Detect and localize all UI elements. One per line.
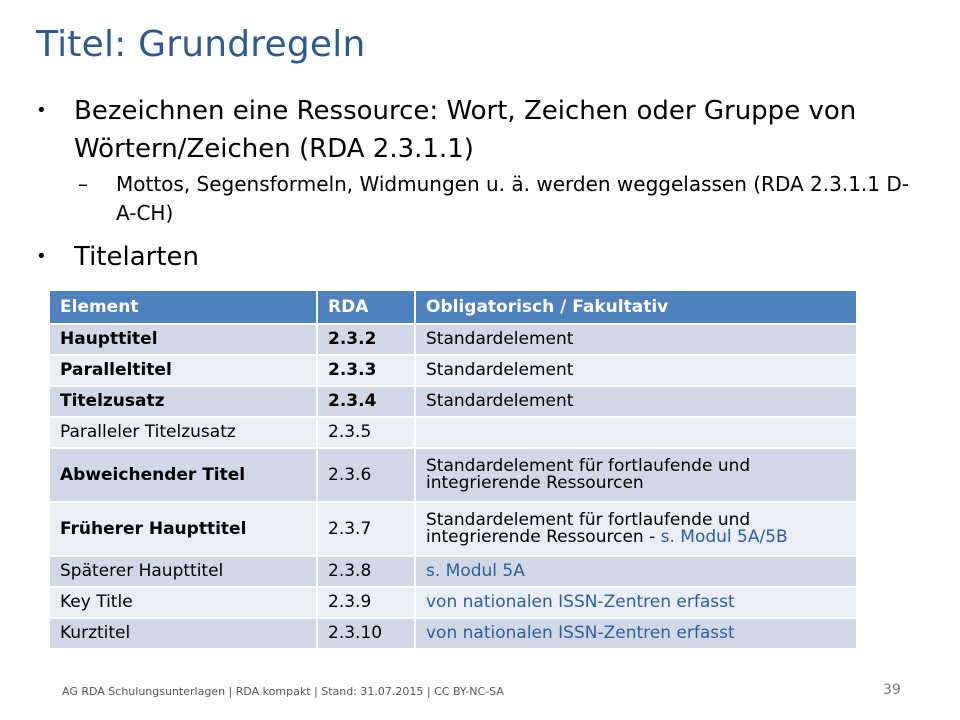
cell-obligation: Standardelement für fortlaufende und int… (414, 447, 858, 503)
cell-obligation: Standardelement (414, 323, 858, 356)
page-number: 39 (883, 682, 901, 698)
cell-obligation: Standardelement für fortlaufende und int… (414, 501, 858, 557)
obligation-reference: s. Modul 5A/5B (660, 527, 788, 547)
cell-rda: 2.3.2 (316, 323, 416, 356)
cell-element: Key Title (48, 586, 318, 619)
table-row: Späterer Haupttitel 2.3.8 s. Modul 5A (48, 555, 858, 588)
cell-rda: 2.3.9 (316, 586, 416, 619)
cell-element: Titelzusatz (48, 385, 318, 418)
bullet-item: • Bezeichnen eine Ressource: Wort, Zeich… (36, 92, 926, 168)
cell-rda: 2.3.8 (316, 555, 416, 588)
header-rda: RDA (316, 289, 416, 325)
header-obligation: Obligatorisch / Fakultativ (414, 289, 858, 325)
cell-obligation: Standardelement (414, 354, 858, 387)
title-types-table: Element RDA Obligatorisch / Fakultativ H… (48, 289, 858, 650)
table-row: Abweichender Titel 2.3.6 Standardelement f… (48, 447, 858, 503)
table-row: Haupttitel 2.3.2 Standardelement (48, 323, 858, 356)
sub-bullet-text: Mottos, Segensformeln, Widmungen u. ä. w… (116, 172, 909, 225)
header-element: Element (48, 289, 318, 325)
cell-element: Späterer Haupttitel (48, 555, 318, 588)
obligation-text: Standardelement für fortlaufende und int… (426, 456, 751, 493)
cell-obligation: von nationalen ISSN-Zentren erfasst (414, 586, 858, 619)
cell-obligation (414, 416, 858, 449)
sub-bullet-marker: – (78, 172, 88, 196)
cell-obligation: von nationalen ISSN-Zentren erfasst (414, 617, 858, 650)
cell-obligation: s. Modul 5A (414, 555, 858, 588)
cell-obligation: Standardelement (414, 385, 858, 418)
table-row: Früherer Haupttitel 2.3.7 Standardelement … (48, 501, 858, 557)
sub-bullet-item: – Mottos, Segensformeln, Widmungen u. ä.… (36, 170, 926, 228)
table-row: Kurztitel 2.3.10 von nationalen ISSN-Zentr… (48, 617, 858, 650)
cell-rda: 2.3.10 (316, 617, 416, 650)
table-row: Paralleler Titelzusatz 2.3.5 (48, 416, 858, 449)
obligation-reference: von nationalen ISSN-Zentren erfasst (426, 592, 735, 612)
cell-element: Abweichender Titel (48, 447, 318, 503)
bullet-text: Titelarten (74, 242, 200, 272)
footer-text: AG RDA Schulungsunterlagen | RDA kompakt… (62, 685, 504, 698)
cell-rda: 2.3.7 (316, 501, 416, 557)
cell-element: Kurztitel (48, 617, 318, 650)
slide-title: Titel: Grundregeln (36, 24, 366, 65)
cell-element: Früherer Haupttitel (48, 501, 318, 557)
obligation-text: Standardelement (426, 329, 574, 349)
obligation-text: Standardelement (426, 360, 574, 380)
table-row: Titelzusatz 2.3.4 Standardelement (48, 385, 858, 418)
table-header-row: Element RDA Obligatorisch / Fakultativ (48, 289, 858, 325)
obligation-text: Standardelement (426, 391, 574, 411)
obligation-text: Standardelement für fortlaufende und int… (426, 510, 751, 547)
bullet-text: Bezeichnen eine Ressource: Wort, Zeichen… (74, 96, 857, 164)
bullet-list: • Bezeichnen eine Ressource: Wort, Zeich… (36, 92, 926, 276)
cell-element: Paralleler Titelzusatz (48, 416, 318, 449)
obligation-reference: s. Modul 5A (426, 561, 525, 581)
cell-rda: 2.3.5 (316, 416, 416, 449)
table-row: Paralleltitel 2.3.3 Standardelement (48, 354, 858, 387)
cell-rda: 2.3.4 (316, 385, 416, 418)
bullet-item: • Titelarten (36, 238, 926, 276)
table-row: Key Title 2.3.9 von nationalen ISSN-Zentre… (48, 586, 858, 619)
bullet-marker: • (36, 246, 47, 267)
cell-element: Haupttitel (48, 323, 318, 356)
obligation-reference: von nationalen ISSN-Zentren erfasst (426, 623, 735, 643)
cell-rda: 2.3.3 (316, 354, 416, 387)
cell-rda: 2.3.6 (316, 447, 416, 503)
cell-element: Paralleltitel (48, 354, 318, 387)
bullet-marker: • (36, 100, 47, 121)
